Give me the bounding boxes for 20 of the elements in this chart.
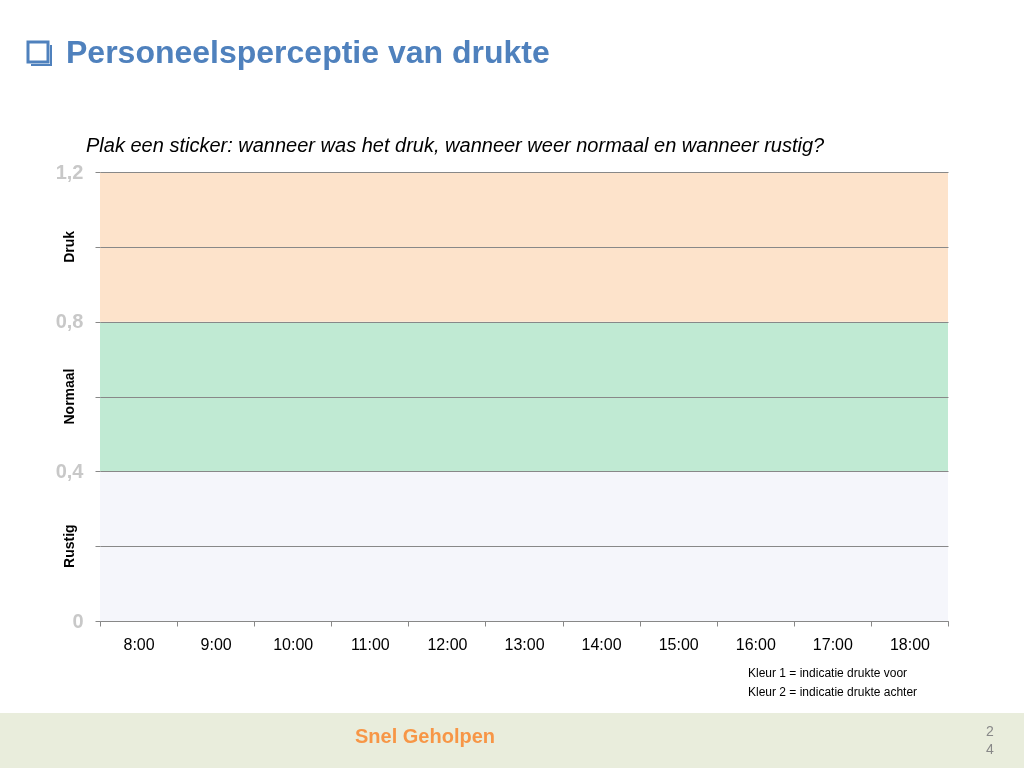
text: Kleur 2 = indicatie drukte achter: [748, 685, 918, 699]
x-tick-label: 17:00: [812, 635, 853, 653]
text: 24: [985, 722, 995, 758]
chart-subtitle: Plak een sticker: wanneer was het druk, wanneer weer normaal en wanneer rustig?: [86, 134, 825, 157]
band-label: Rustig: [61, 524, 77, 568]
x-tick-label: 11:00: [350, 635, 390, 653]
x-tick-label: 8:00: [123, 635, 155, 653]
x-tick-label: 14:00: [581, 635, 622, 653]
x-tick-label: 15:00: [658, 635, 699, 653]
text: Kleur 1 = indicatie drukte voor: [748, 666, 908, 680]
x-tick-label: 10:00: [273, 635, 314, 653]
x-tick-label: 18:00: [889, 635, 931, 653]
band-label: Druk: [61, 230, 77, 263]
band-label: Normaal: [61, 368, 77, 425]
chart-title: Personeelsperceptie van drukte: [66, 34, 550, 71]
x-tick-label: 9:00: [200, 635, 232, 653]
x-tick-label: 12:00: [427, 635, 468, 653]
x-tick-label: 13:00: [504, 635, 545, 653]
text: Snel Geholpen: [355, 725, 496, 748]
x-tick-label: 16:00: [735, 635, 776, 653]
